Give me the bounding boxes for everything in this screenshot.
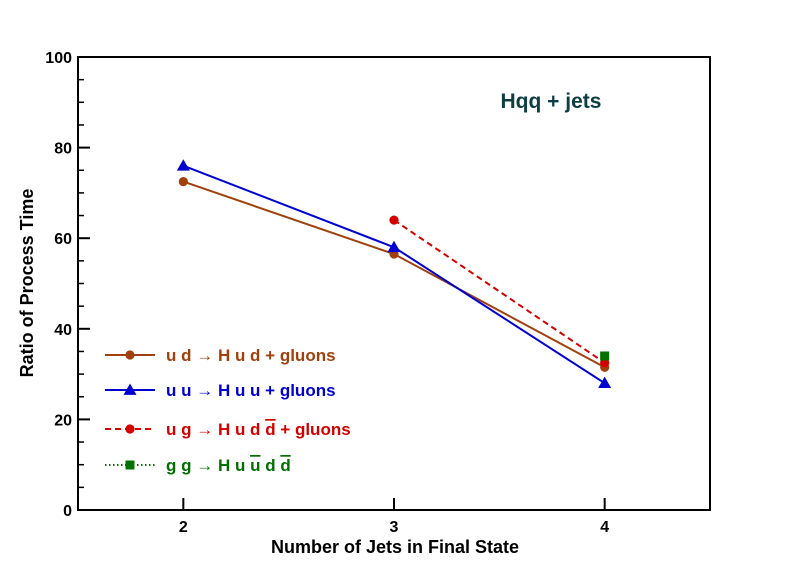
series-3 [389, 215, 610, 368]
y-tick-label: 60 [54, 231, 72, 248]
series-2 [176, 159, 612, 389]
legend-label: u g → H u d d + gluons [166, 420, 351, 439]
legend-entry-1: u d → H u d + gluons [105, 346, 336, 365]
data-point [600, 351, 610, 361]
legend-entry-4: g g → H u u d d [105, 456, 291, 475]
series-line [393, 219, 606, 364]
x-tick-label: 2 [179, 519, 188, 536]
series-4 [600, 351, 610, 361]
y-tick-label: 20 [54, 412, 72, 429]
y-tick-label: 0 [63, 503, 72, 520]
y-axis-title: Ratio of Process Time [17, 189, 37, 378]
chart-title: Hqq + jets [501, 90, 602, 113]
y-tick-label: 80 [54, 141, 72, 158]
x-axis-title: Number of Jets in Final State [271, 537, 519, 557]
data-point [389, 215, 399, 225]
plot-frame [77, 56, 711, 511]
legend-label: g g → H u u d d [166, 456, 291, 475]
series-1 [178, 176, 610, 372]
legend-label: u d → H u d + gluons [166, 346, 336, 365]
series-line [183, 180, 606, 369]
y-tick-label: 40 [54, 322, 72, 339]
legend-marker [125, 350, 135, 360]
legend-marker [123, 383, 137, 395]
legend-entry-2: u u → H u u + gluons [105, 381, 336, 400]
series-layer [176, 159, 612, 389]
data-point [176, 159, 190, 171]
x-tick-label: 4 [600, 519, 609, 536]
legend: u d → H u d + gluons u u → H u u + gluons… [105, 346, 351, 475]
axes: 0 20 40 60 80 100 2 3 4 [45, 50, 711, 536]
legend-marker [125, 460, 135, 470]
x-tick-label: 3 [390, 519, 399, 536]
data-point [387, 240, 401, 253]
legend-entry-3: u g → H u d d + gluons [105, 420, 351, 439]
data-point [178, 176, 188, 187]
y-tick-label: 100 [45, 50, 72, 67]
data-point [598, 376, 612, 389]
legend-label: u u → H u u + gluons [166, 381, 336, 400]
legend-marker [125, 424, 135, 434]
